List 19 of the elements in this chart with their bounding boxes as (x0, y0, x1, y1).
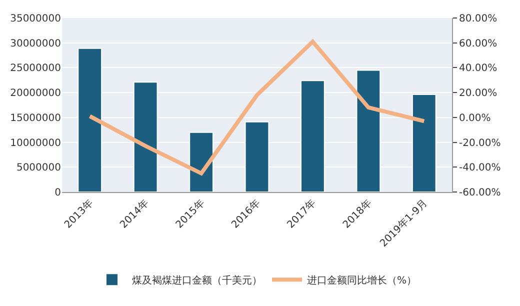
y2-tick-label: 80.00% (459, 14, 498, 24)
y2-tick-label: 60.00% (459, 38, 498, 50)
y-tick-label: 10000000 (10, 138, 61, 149)
y-tick-label: 0 (54, 188, 61, 198)
y2-tick-label: -60.00% (459, 188, 501, 198)
y-tick-label: 30000000 (10, 38, 61, 50)
y-tick-label: 15000000 (10, 112, 61, 124)
y-tick-label: 35000000 (10, 14, 61, 24)
legend-label: 煤及褐煤进口金额（千美元） (132, 274, 262, 286)
y2-tick-label: -20.00% (459, 138, 501, 149)
line-series (88, 40, 426, 176)
y2-tick-label: 20.00% (459, 88, 498, 100)
y2-tick-label: -40.00% (459, 162, 501, 174)
y2-tick-label: 0.00% (459, 112, 491, 124)
y2-tick-label: 40.00% (459, 63, 498, 74)
y-tick-label: 5000000 (16, 162, 61, 174)
legend-label: 进口金额同比增长（%） (307, 274, 417, 286)
y-tick-label: 20000000 (10, 88, 61, 100)
y-tick-label: 25000000 (10, 63, 61, 74)
